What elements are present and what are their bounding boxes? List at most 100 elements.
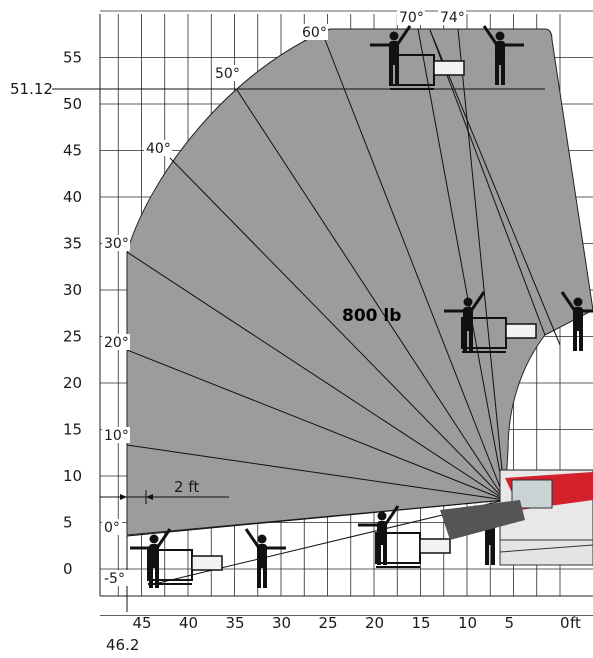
figure-body <box>495 41 505 65</box>
y-tick-label: 0 <box>63 560 73 578</box>
figure-leg <box>579 329 583 351</box>
angle-label-bg <box>102 334 130 350</box>
figure-arm <box>560 291 577 312</box>
figure-leg <box>377 543 381 565</box>
carriage <box>433 60 465 76</box>
x-tick-label: 45 <box>133 614 152 632</box>
figure-leg <box>485 543 489 565</box>
figure-arm <box>482 25 499 46</box>
boom-lines <box>52 28 561 612</box>
y-tick-label: 35 <box>63 235 82 253</box>
load-envelope <box>126 28 593 536</box>
figure-head <box>573 297 583 307</box>
angle-label-bg <box>102 570 130 586</box>
y-tick-label: 45 <box>63 142 82 160</box>
angle-label: 50° <box>215 66 240 82</box>
figure-body <box>149 544 159 568</box>
angle-label-bg <box>102 427 130 443</box>
figure-arm <box>469 291 486 312</box>
angle-label-bg <box>300 24 328 40</box>
y-tick-label: 10 <box>63 467 82 485</box>
angle-label: 30° <box>104 236 129 252</box>
figure-leg <box>491 543 495 565</box>
angle-label-bg <box>213 65 241 81</box>
y-tick-label: 40 <box>63 188 82 206</box>
angle-label: 70° <box>399 10 424 26</box>
carriage <box>419 538 451 554</box>
figure-leg <box>469 329 473 351</box>
angle-line <box>169 157 506 501</box>
y-tick-label: 55 <box>63 49 82 67</box>
figure-arm <box>244 528 261 549</box>
x-tick-label: 35 <box>226 614 245 632</box>
x-tick-label: 0 <box>560 614 570 632</box>
angle-line <box>126 444 506 501</box>
figure-head <box>389 31 399 41</box>
figure-leg <box>573 329 577 351</box>
x-tick-label: 10 <box>458 614 477 632</box>
x-tick-label: 5 <box>505 614 515 632</box>
max-reach-label: 46.2 <box>106 636 139 654</box>
dimension-label: 2 ft <box>174 478 199 496</box>
operator-figure <box>370 25 412 85</box>
chassis <box>499 539 593 566</box>
x-tick-label: 40 <box>179 614 198 632</box>
figure-body <box>257 544 267 568</box>
operator-figure <box>244 528 286 588</box>
x-tick-label: 30 <box>272 614 291 632</box>
load-pallet <box>375 532 451 568</box>
angle-label: 40° <box>146 141 171 157</box>
angle-line <box>429 29 561 346</box>
figure-body <box>463 307 473 331</box>
angle-line <box>126 499 506 537</box>
angle-line <box>429 29 546 336</box>
x-tick-label: 15 <box>412 614 431 632</box>
cab-window <box>511 479 553 509</box>
figure-leg <box>263 566 267 588</box>
figure-leg <box>395 63 399 85</box>
y-tick-label: 30 <box>63 281 82 299</box>
carriage <box>505 323 537 339</box>
figure-head <box>495 31 505 41</box>
angle-line <box>126 251 506 501</box>
figure-arm <box>383 505 400 526</box>
angle-label-bg <box>397 9 425 25</box>
y-tick-label: 20 <box>63 374 82 392</box>
carriage <box>191 555 223 571</box>
operator-figure <box>358 505 400 565</box>
operator-figure <box>444 291 486 351</box>
figure-arm <box>155 528 172 549</box>
angle-line <box>236 89 506 501</box>
y-tick-label: 15 <box>63 421 82 439</box>
figure-head <box>257 534 267 544</box>
angle-label: -5° <box>104 571 125 587</box>
load-label: 800 lb <box>342 306 401 326</box>
x-unit-label: ft <box>570 614 581 632</box>
operator-figure <box>482 25 524 85</box>
angle-line <box>321 31 506 501</box>
angle-line <box>126 349 506 501</box>
telehandler <box>440 469 593 566</box>
figure-leg <box>463 329 467 351</box>
figure-head <box>377 511 387 521</box>
chassis-line <box>499 544 593 553</box>
y-tick-label: 25 <box>63 328 82 346</box>
angle-label-bg <box>102 235 130 251</box>
x-tick-label: 25 <box>319 614 338 632</box>
operator-figure <box>130 528 172 588</box>
figure-head <box>463 297 473 307</box>
figure-leg <box>149 566 153 588</box>
y-tick-label: 50 <box>63 95 82 113</box>
figure-leg <box>257 566 261 588</box>
figure-leg <box>495 63 499 85</box>
load-pallet <box>147 549 223 585</box>
figure-leg <box>155 566 159 588</box>
angle-line <box>417 28 506 501</box>
angle-label: 10° <box>104 428 129 444</box>
figure-body <box>389 41 399 65</box>
boom-arm <box>440 500 525 540</box>
y-tick-label: 5 <box>63 514 73 532</box>
figure-body <box>377 521 387 545</box>
angle-label: 20° <box>104 335 129 351</box>
